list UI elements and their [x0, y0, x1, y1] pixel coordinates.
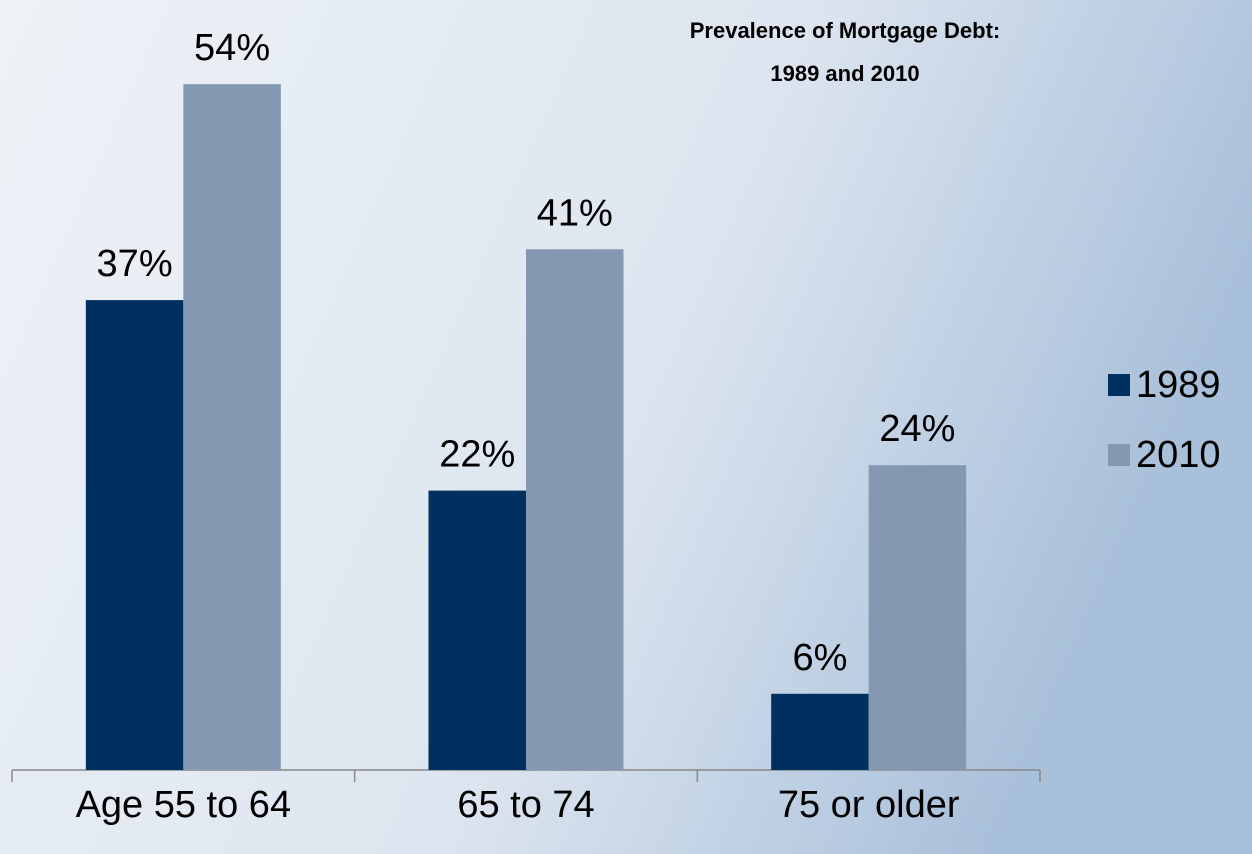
bar [183, 84, 281, 770]
chart-title: 1989 and 2010 [770, 61, 919, 86]
data-label: 54% [194, 27, 270, 69]
legend-label: 2010 [1136, 434, 1221, 476]
legend-swatch [1108, 444, 1130, 466]
x-tick-label: 75 or older [778, 784, 960, 826]
chart-title: Prevalence of Mortgage Debt: [690, 18, 1001, 43]
data-label: 22% [439, 434, 515, 476]
legend-swatch [1108, 374, 1130, 396]
bar [428, 490, 526, 770]
data-label: 37% [97, 243, 173, 285]
data-label: 6% [792, 637, 847, 679]
bar [868, 465, 967, 770]
x-tick-label: 65 to 74 [457, 784, 594, 826]
x-tick-label: Age 55 to 64 [76, 784, 292, 826]
legend-label: 1989 [1136, 364, 1221, 406]
bar [85, 300, 184, 770]
data-label: 41% [537, 192, 613, 234]
bar [771, 693, 869, 770]
bar [526, 249, 624, 771]
data-label: 24% [879, 408, 955, 450]
